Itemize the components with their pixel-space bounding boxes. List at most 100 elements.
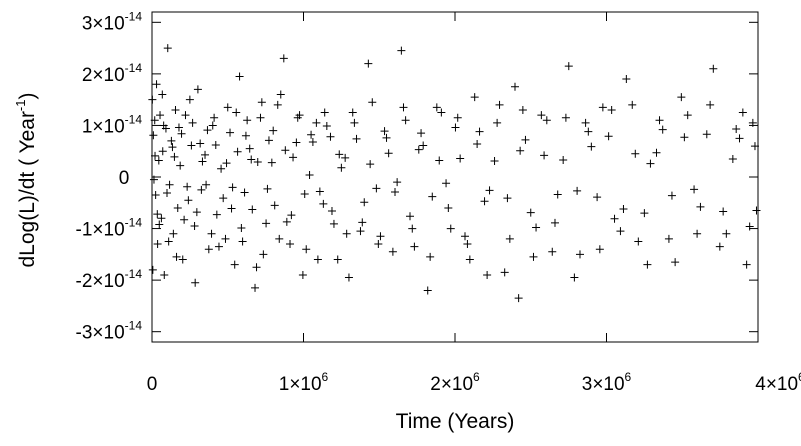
data-point [570, 273, 579, 282]
data-point [293, 113, 302, 122]
data-point [480, 197, 489, 206]
data-point [329, 219, 338, 228]
data-point [217, 164, 226, 173]
data-point [358, 218, 367, 227]
data-point [300, 190, 309, 199]
data-point [655, 116, 664, 125]
data-point [463, 240, 472, 249]
data-point [646, 159, 655, 168]
data-point [308, 137, 317, 146]
data-point [256, 113, 265, 122]
data-point [722, 229, 731, 238]
data-point [408, 224, 417, 233]
data-point [573, 186, 582, 195]
data-point [559, 155, 568, 164]
data-points [148, 44, 761, 303]
data-point [151, 191, 160, 200]
data-point [360, 198, 369, 207]
data-point [252, 263, 261, 272]
data-point [680, 133, 689, 142]
data-point [372, 184, 381, 193]
data-point [243, 116, 252, 125]
data-point [384, 149, 393, 158]
data-point [313, 255, 322, 264]
data-point [241, 131, 250, 140]
data-point [320, 108, 329, 117]
data-point [201, 150, 210, 159]
data-point [435, 156, 444, 165]
plot-frame [151, 11, 759, 343]
data-point [423, 286, 432, 295]
data-point [690, 185, 699, 194]
data-point [192, 208, 201, 217]
data-point [750, 142, 759, 151]
data-point [550, 218, 559, 227]
data-point [706, 100, 715, 109]
data-point [419, 141, 428, 150]
data-point [259, 250, 268, 259]
y-tick-label: -1×10-14 [76, 216, 143, 241]
data-point [658, 125, 667, 134]
data-point [473, 140, 482, 148]
data-point [628, 100, 637, 109]
data-point [158, 90, 167, 99]
data-point [178, 255, 187, 264]
data-point [210, 113, 219, 122]
data-point [176, 161, 185, 170]
data-point [302, 245, 311, 254]
x-tick-label: 4×106 [755, 370, 801, 395]
data-point [270, 201, 279, 210]
data-point [164, 237, 173, 246]
y-tick-label: -2×10-14 [76, 267, 143, 292]
data-point [388, 247, 397, 256]
y-tick-label: 1×10-14 [82, 112, 142, 137]
data-point [173, 203, 182, 212]
data-point [607, 105, 616, 114]
data-point [584, 127, 593, 136]
data-point [426, 252, 435, 261]
data-point [282, 217, 291, 226]
data-point [190, 221, 199, 230]
data-point [374, 240, 383, 249]
x-tick-label: 3×106 [582, 370, 632, 395]
data-point [305, 170, 314, 179]
data-point [180, 215, 189, 224]
data-point [238, 237, 247, 246]
data-point [735, 134, 744, 143]
data-point [183, 182, 192, 191]
data-point [516, 146, 525, 155]
x-axis-title: Time (Years) [396, 410, 515, 433]
data-point [490, 157, 499, 166]
y-axis-title-exp: -1 [13, 99, 28, 111]
data-point [228, 183, 237, 192]
data-point [204, 245, 213, 254]
x-tick-label: 1×106 [279, 370, 329, 395]
x-tick-label: 0 [147, 374, 158, 395]
x-tick-label: 2×106 [430, 370, 480, 395]
data-point [281, 146, 290, 155]
y-tick-label: 3×10-14 [82, 9, 142, 34]
data-point [188, 118, 197, 127]
data-point [287, 211, 296, 220]
data-point [542, 116, 551, 125]
data-point [719, 207, 728, 216]
data-point [223, 103, 232, 112]
data-point [342, 229, 351, 238]
data-point [380, 127, 389, 136]
data-point [153, 240, 162, 249]
data-point [683, 111, 692, 120]
data-point [732, 125, 741, 134]
data-point [172, 252, 181, 261]
data-point [275, 234, 284, 243]
data-point [149, 131, 158, 140]
data-point [728, 154, 737, 163]
data-point [475, 127, 484, 136]
data-point [322, 121, 331, 130]
data-point [208, 121, 217, 130]
data-point [163, 44, 172, 53]
data-point [526, 208, 535, 217]
y-axis-title: dLog(L)/dt ( Year-1) [13, 92, 39, 267]
y-axis-title-close: ) [16, 92, 39, 99]
data-point [151, 151, 160, 160]
